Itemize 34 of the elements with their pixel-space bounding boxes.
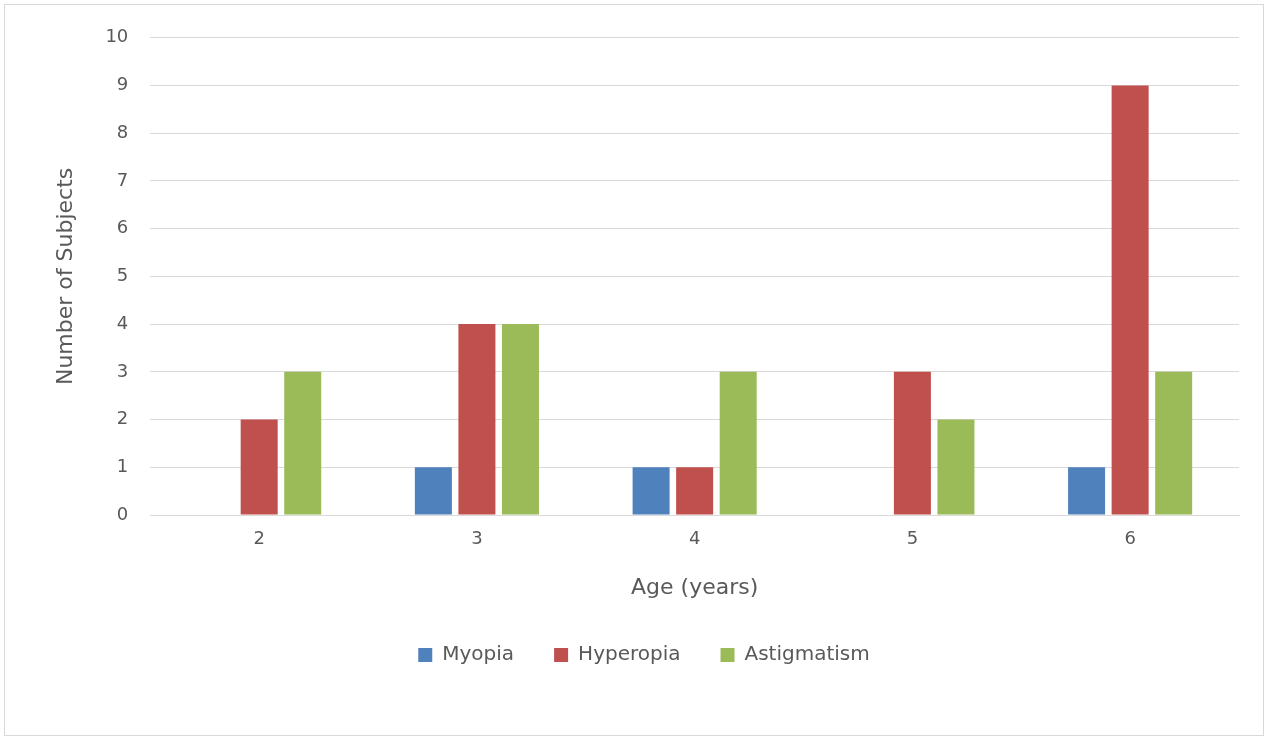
y-tick-label: 8: [116, 120, 129, 142]
x-tick-label: 5: [906, 527, 919, 549]
x-tick-label: 2: [253, 527, 265, 549]
y-tick-label: 2: [116, 407, 129, 429]
bar: [1111, 85, 1149, 515]
bar: [501, 324, 539, 515]
y-tick-label: 0: [116, 502, 129, 524]
legend-label: Astigmatism: [744, 641, 870, 666]
y-axis-title: Number of Subjects: [51, 167, 77, 386]
bar: [632, 467, 670, 515]
legend-label: Myopia: [442, 641, 515, 666]
x-tick-label: 4: [688, 527, 701, 549]
y-tick-label: 10: [105, 25, 129, 47]
bar: [893, 371, 931, 515]
legend-label: Hyperopia: [578, 641, 681, 666]
bar: [719, 371, 757, 515]
y-tick-label: 5: [116, 264, 129, 286]
y-tick-label: 4: [116, 311, 129, 333]
bar: [937, 419, 975, 515]
y-tick-label: 7: [116, 168, 129, 190]
x-axis-title: Age (years): [631, 573, 759, 599]
bar: [458, 324, 496, 515]
x-tick-label: 3: [471, 527, 483, 549]
bar: [414, 467, 452, 515]
bar: [240, 419, 278, 515]
y-tick-label: 3: [116, 359, 129, 381]
bar: [284, 371, 322, 515]
y-tick-label: 1: [116, 454, 129, 476]
bar: [1155, 371, 1193, 515]
bar: [676, 467, 714, 515]
y-tick-label: 6: [116, 216, 129, 238]
y-tick-label: 9: [116, 73, 129, 95]
bar: [1068, 467, 1106, 515]
x-tick-label: 6: [1124, 527, 1136, 549]
